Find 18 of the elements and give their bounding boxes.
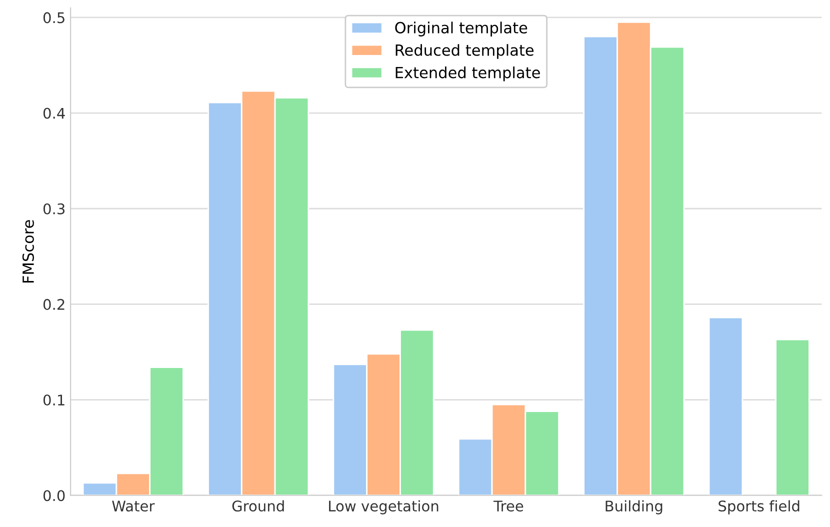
y-tick-label: 0.0 (43, 490, 65, 502)
x-tick-label: Sports field (718, 500, 800, 514)
y-tick-label: 0.2 (43, 298, 64, 310)
y-tick-label: 0.4 (43, 108, 65, 119)
legend-label: Extended template (396, 66, 540, 82)
y-axis-title: FMScore (22, 220, 34, 283)
x-tick-label: Water (112, 500, 155, 512)
x-tick-label: Tree (493, 500, 524, 512)
y-tick-label: 0.5 (43, 12, 64, 24)
bar (708, 316, 744, 496)
legend-label: Original template (395, 22, 528, 36)
x-tick-label: Ground (232, 500, 284, 512)
x-tick-label: Low vegetation (329, 500, 438, 514)
legend-label: Reduced template (396, 44, 534, 59)
y-tick-label: 0.3 (43, 203, 65, 214)
x-tick-label: Building (606, 500, 662, 514)
y-tick-label: 0.1 (43, 394, 64, 406)
bar (775, 338, 810, 496)
